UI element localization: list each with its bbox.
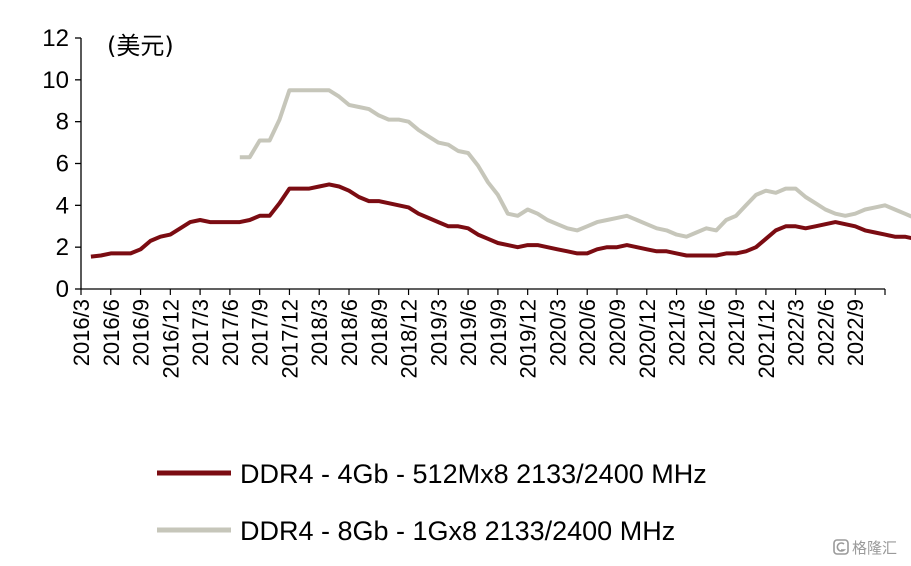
x-tick-label: 2022/6 (813, 299, 838, 366)
x-tick-label: 2022/3 (784, 299, 809, 366)
x-tick-label: 2017/3 (188, 299, 213, 366)
y-tick-label: 0 (56, 276, 69, 303)
x-tick-label: 2019/12 (516, 299, 541, 379)
x-tick-label: 2018/3 (307, 299, 332, 366)
x-tick-label: 2017/9 (248, 299, 273, 366)
unit-label: (美元) (107, 32, 174, 60)
x-tick-label: 2017/6 (218, 299, 243, 366)
x-tick-label: 2018/12 (397, 299, 422, 379)
x-tick-label: 2016/12 (158, 299, 183, 379)
legend-label: DDR4 - 8Gb - 1Gx8 2133/2400 MHz (240, 516, 675, 546)
x-tick-label: 2019/6 (456, 299, 481, 366)
y-tick-label: 6 (56, 151, 69, 178)
y-tick-label: 2 (56, 234, 69, 261)
x-tick-label: 2016/3 (69, 299, 94, 366)
x-tick-label: 2021/9 (724, 299, 749, 366)
x-tick-label: 2021/12 (754, 299, 779, 379)
glh-logo-icon (833, 539, 849, 555)
y-axis: 0 2 4 6 8 10 12 (42, 25, 82, 303)
x-tick-label: 2017/12 (277, 299, 302, 379)
x-tick-label: 2021/6 (694, 299, 719, 366)
legend-item: DDR4 - 4Gb - 512Mx8 2133/2400 MHz (157, 459, 707, 489)
x-tick-label: 2019/3 (426, 299, 451, 366)
x-tick-label: 2020/9 (605, 299, 630, 366)
x-tick-label: 2022/9 (843, 299, 868, 366)
x-tick-label: 2018/9 (367, 299, 392, 366)
x-axis: 2016/3 2016/6 2016/9 2016/12 2017/3 2017/6 201… (69, 288, 886, 379)
y-tick-label: 12 (42, 25, 69, 52)
y-tick-label: 4 (56, 192, 69, 219)
legend-label: DDR4 - 4Gb - 512Mx8 2133/2400 MHz (240, 459, 707, 489)
legend-item: DDR4 - 8Gb - 1Gx8 2133/2400 MHz (157, 516, 675, 546)
x-tick-label: 2020/6 (575, 299, 600, 366)
y-tick-label: 10 (42, 67, 69, 94)
series-line-1 (239, 88, 911, 239)
x-tick-label: 2020/12 (635, 299, 660, 379)
x-tick-label: 2020/3 (545, 299, 570, 366)
x-tick-label: 2019/9 (486, 299, 511, 366)
x-tick-label: 2021/3 (665, 299, 690, 366)
watermark: 格隆汇 (833, 539, 897, 557)
legend: DDR4 - 4Gb - 512Mx8 2133/2400 MHz DDR4 -… (157, 459, 707, 546)
x-tick-label: 2016/6 (99, 299, 124, 366)
series-lines (90, 88, 911, 259)
x-tick-label: 2016/9 (129, 299, 154, 366)
watermark-text: 格隆汇 (852, 539, 897, 557)
y-tick-label: 8 (56, 109, 69, 136)
series-line-0 (90, 182, 911, 259)
x-tick-label: 2018/6 (337, 299, 362, 366)
